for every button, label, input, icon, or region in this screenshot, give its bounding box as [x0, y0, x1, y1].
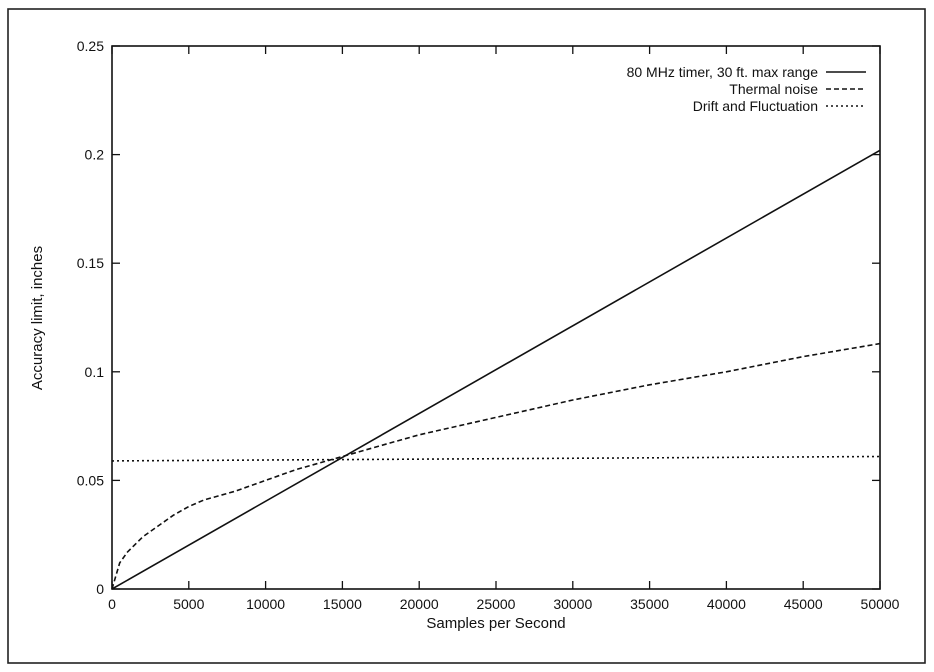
plot-area: [111, 45, 881, 590]
y-tick-label: 0.25: [77, 38, 104, 54]
x-tick-label: 5000: [173, 596, 204, 612]
legend-label: Thermal noise: [729, 81, 818, 97]
x-tick-label: 20000: [400, 596, 439, 612]
y-tick-label: 0.15: [77, 255, 104, 271]
x-tick-label: 30000: [553, 596, 592, 612]
x-tick-label: 45000: [784, 596, 823, 612]
y-tick-label: 0.2: [85, 147, 105, 163]
series-line-dotted: [111, 455, 881, 462]
x-tick-label: 40000: [707, 596, 746, 612]
series-line-solid: [111, 149, 881, 590]
x-axis-ticks: 0 5000 10000 15000 20000 25000 30000 35000 40000…: [108, 46, 900, 612]
y-axis-ticks: 0 0.05 0.1 0.15 0.2 0.25: [77, 38, 880, 597]
y-tick-label: 0.05: [77, 472, 104, 488]
legend-label: Drift and Fluctuation: [693, 98, 818, 114]
y-axis-label: Accuracy limit, inches: [29, 246, 46, 390]
x-tick-label: 10000: [246, 596, 285, 612]
x-tick-label: 50000: [861, 596, 900, 612]
y-tick-label: 0.1: [85, 364, 105, 380]
x-tick-label: 35000: [630, 596, 669, 612]
x-tick-label: 25000: [477, 596, 516, 612]
x-axis-label: Samples per Second: [426, 615, 565, 632]
y-tick-label: 0: [96, 581, 104, 597]
x-tick-label: 15000: [323, 596, 362, 612]
legend-label: 80 MHz timer, 30 ft. max range: [627, 64, 819, 80]
x-tick-label: 0: [108, 596, 116, 612]
series-line-dashed: [111, 342, 881, 590]
figure-border: [7, 8, 926, 664]
series-layer: [111, 149, 881, 590]
